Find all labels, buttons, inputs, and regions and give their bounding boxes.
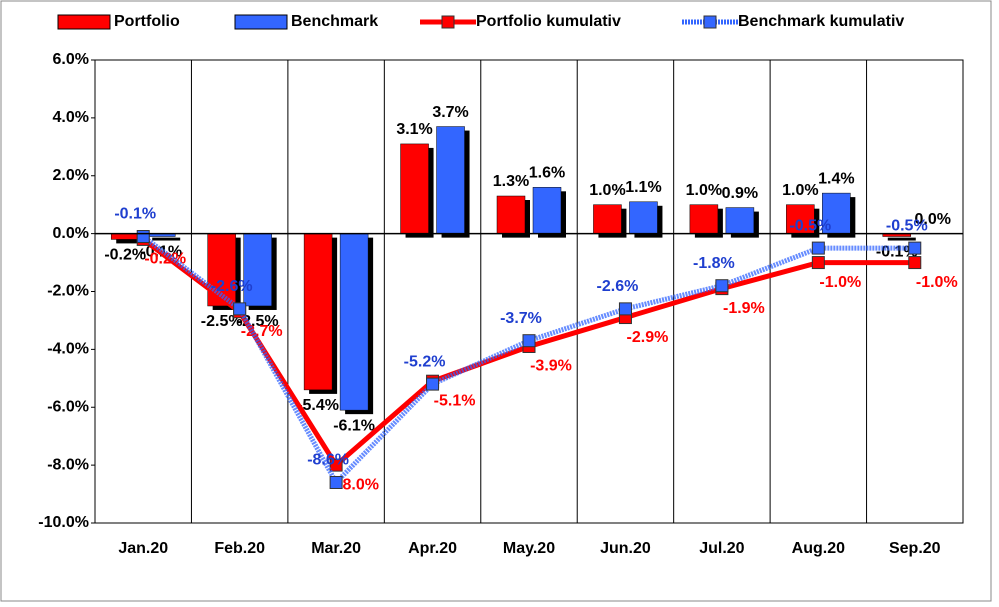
line-value-label: -5.1% [434, 392, 476, 409]
bar [725, 207, 755, 234]
line-value-label: -2.6% [211, 278, 253, 295]
y-tick-label: -4.0% [47, 341, 89, 358]
line-value-label: -0.5% [886, 217, 928, 234]
legend-marker [703, 15, 717, 29]
y-tick-label: 4.0% [53, 109, 89, 126]
bar-value-label: -2.5% [201, 313, 243, 330]
line-value-label: -3.9% [530, 358, 572, 375]
line-marker [136, 230, 150, 244]
line-marker [811, 241, 825, 255]
bar [243, 233, 272, 307]
bar-shadow [887, 237, 916, 241]
bar-value-label: -6.1% [333, 417, 375, 434]
line-value-label: -5.2% [404, 353, 446, 370]
bar [786, 204, 815, 234]
y-tick-label: 6.0% [53, 51, 89, 68]
line-marker [715, 279, 729, 293]
bar [436, 126, 465, 234]
y-tick-label: 2.0% [53, 167, 89, 184]
legend-swatch [57, 14, 111, 30]
y-tick-label: 0.0% [53, 225, 89, 242]
bar-value-label: 1.3% [493, 173, 529, 190]
bar-value-label: 1.1% [625, 179, 661, 196]
line-value-label: -1.8% [693, 255, 735, 272]
bar-shadow [152, 237, 181, 241]
line-value-label: -1.9% [723, 300, 765, 317]
line-value-label: -0.5% [789, 217, 831, 234]
line-value-label: -3.7% [500, 310, 542, 327]
bar-value-label: 0.0% [915, 211, 951, 228]
line-marker [908, 256, 922, 270]
line-value-label: -8.6% [307, 452, 349, 469]
line-marker [811, 256, 825, 270]
legend-label: Benchmark [291, 13, 378, 30]
bar [532, 187, 562, 234]
bar-value-label: 1.0% [589, 182, 625, 199]
line-marker [426, 377, 440, 391]
bar [400, 143, 429, 234]
bar [110, 233, 140, 240]
x-tick-label: Jan.20 [118, 540, 168, 557]
line-value-label: -2.9% [627, 329, 669, 346]
x-tick-label: Jul.20 [699, 540, 744, 557]
line-value-label: -1.0% [916, 274, 958, 291]
bar-value-label: -5.4% [297, 397, 339, 414]
bar [496, 195, 526, 234]
bar [593, 204, 622, 234]
bar [822, 192, 851, 234]
line-marker [522, 334, 536, 348]
legend-label: Benchmark kumulativ [738, 13, 904, 30]
y-tick-label: -8.0% [47, 456, 89, 473]
bar [629, 201, 658, 234]
x-tick-label: Apr.20 [408, 540, 457, 557]
line-marker [233, 302, 247, 316]
x-tick-label: Mar.20 [311, 540, 361, 557]
x-tick-label: Sep.20 [889, 540, 941, 557]
legend-marker [441, 15, 455, 29]
y-tick-label: -2.0% [47, 283, 89, 300]
bar-value-label: 1.6% [529, 165, 565, 182]
line-value-label: -1.0% [819, 274, 861, 291]
y-tick-label: -6.0% [47, 398, 89, 415]
legend-swatch [234, 14, 288, 30]
x-tick-label: Jun.20 [600, 540, 651, 557]
line-marker [908, 241, 922, 255]
x-tick-label: Feb.20 [214, 540, 265, 557]
line-marker [329, 475, 343, 489]
bar-value-label: 0.9% [722, 185, 758, 202]
line-marker [618, 302, 632, 316]
line-marker [329, 458, 343, 472]
x-tick-label: Aug.20 [792, 540, 845, 557]
bar-value-label: 1.0% [782, 182, 818, 199]
x-tick-label: May.20 [503, 540, 555, 557]
bar [339, 233, 369, 411]
legend-label: Portfolio kumulativ [476, 13, 621, 30]
line-value-label: -8.0% [337, 476, 379, 493]
y-tick-label: -10.0% [38, 514, 89, 531]
line-value-label: -2.6% [597, 278, 639, 295]
bar-value-label: 1.0% [686, 182, 722, 199]
bar [689, 204, 719, 234]
bar-value-label: -0.2% [104, 247, 146, 264]
legend-label: Portfolio [114, 13, 180, 30]
bar-value-label: 1.4% [818, 170, 854, 187]
line-value-label: -0.1% [114, 206, 156, 223]
bar-shadow [116, 237, 145, 244]
bar-value-label: 3.7% [432, 104, 468, 121]
bar [303, 233, 333, 391]
bar-value-label: 3.1% [396, 121, 432, 138]
